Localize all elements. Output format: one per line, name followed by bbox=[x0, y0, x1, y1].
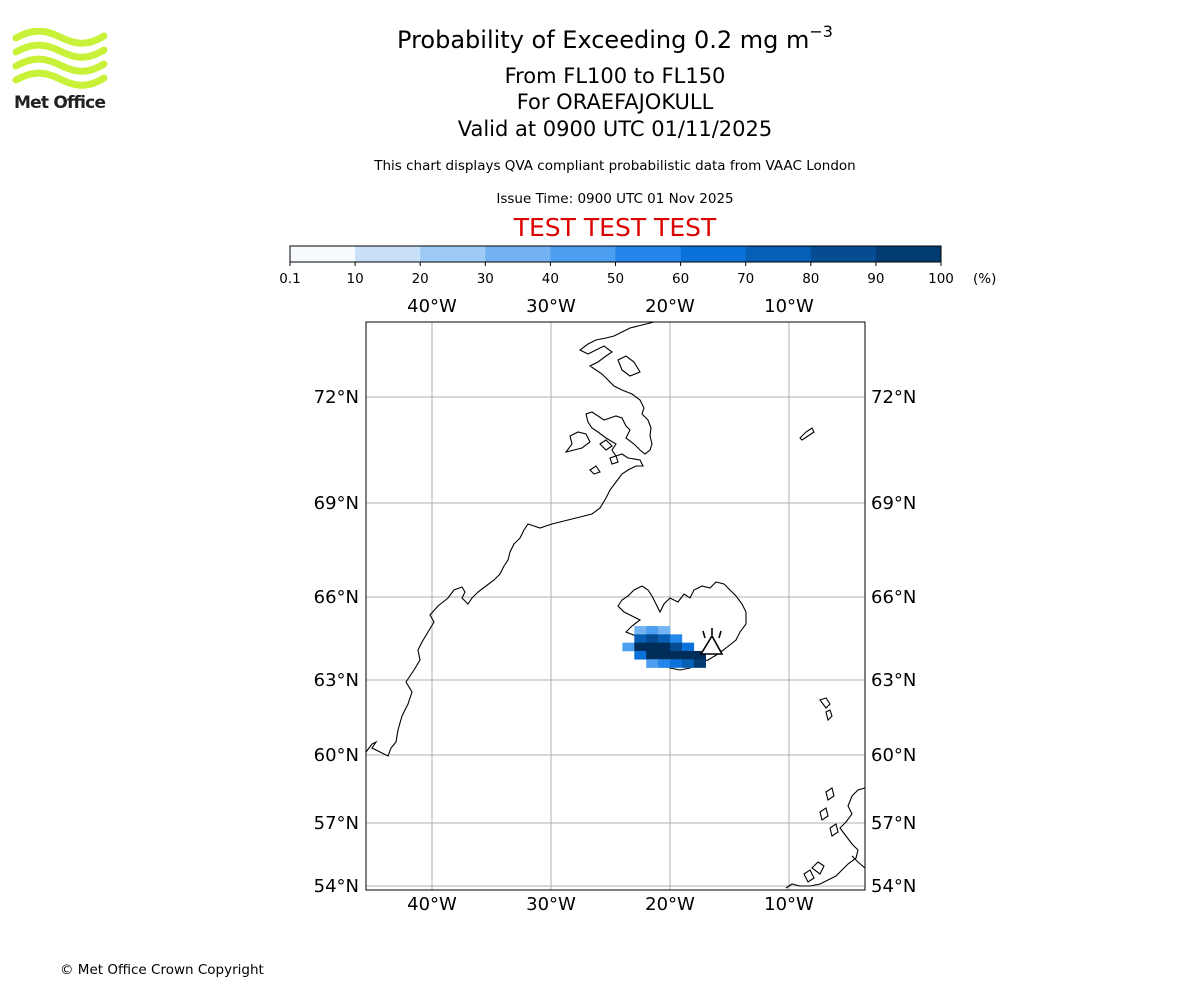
latitude-label-left: 63°N bbox=[314, 670, 359, 691]
colorbar: 0.1 10 20 30 40 50 60 70 80 90 100 (%) bbox=[279, 245, 996, 287]
plume-cell bbox=[693, 650, 706, 660]
colorbar-tick-label: 10 bbox=[347, 271, 364, 287]
latitude-label-right: 60°N bbox=[871, 745, 916, 766]
test-banner: TEST TEST TEST bbox=[513, 213, 717, 242]
longitude-label-bottom: 40°W bbox=[407, 894, 457, 915]
plume-cell bbox=[646, 634, 659, 643]
longitude-label-bottom: 20°W bbox=[645, 894, 695, 915]
longitude-label-bottom: 30°W bbox=[526, 894, 576, 915]
plume-cell bbox=[634, 642, 647, 652]
met-office-logo: Met Office bbox=[12, 28, 108, 113]
coastlines bbox=[365, 321, 866, 889]
plume-cell bbox=[681, 642, 695, 652]
plume-cell bbox=[670, 650, 683, 660]
latitude-label-left: 66°N bbox=[314, 587, 359, 608]
latitude-label-right: 72°N bbox=[871, 387, 916, 408]
plume-cell bbox=[670, 634, 683, 643]
colorbar-tick-label: 80 bbox=[802, 271, 819, 287]
volcano-icon bbox=[699, 628, 724, 655]
faroe-coast bbox=[819, 697, 833, 722]
latitude-label-left: 57°N bbox=[314, 813, 359, 834]
colorbar-tick-label: 20 bbox=[412, 271, 429, 287]
colorbar-segment bbox=[485, 246, 551, 262]
latitude-label-left: 69°N bbox=[314, 493, 359, 514]
longitude-label-top: 40°W bbox=[407, 296, 457, 317]
met-office-wave-icon bbox=[12, 28, 108, 89]
colorbar-segment bbox=[420, 246, 486, 262]
latitude-label-right: 54°N bbox=[871, 876, 916, 897]
volcano-name: For ORAEFAJOKULL bbox=[516, 90, 714, 114]
latitude-label-left: 54°N bbox=[314, 876, 359, 897]
colorbar-unit: (%) bbox=[973, 271, 996, 287]
colorbar-segment bbox=[745, 246, 812, 262]
plume-cell bbox=[670, 659, 683, 668]
plume-cell bbox=[622, 642, 635, 652]
plume-cell bbox=[646, 626, 659, 635]
colorbar-tick-label: 40 bbox=[542, 271, 559, 287]
plume-cell bbox=[693, 659, 706, 668]
latitude-label-right: 66°N bbox=[871, 587, 916, 608]
colorbar-tick-label: 50 bbox=[607, 271, 624, 287]
title-exponent: −3 bbox=[809, 22, 833, 41]
longitude-label-bottom: 10°W bbox=[764, 894, 814, 915]
colorbar-tick-label: 90 bbox=[867, 271, 884, 287]
plume-cell bbox=[634, 650, 647, 660]
colorbar-tick-label: 70 bbox=[737, 271, 754, 287]
map-frame bbox=[365, 321, 866, 891]
issue-time: Issue Time: 0900 UTC 01 Nov 2025 bbox=[496, 191, 734, 207]
plume-cell bbox=[634, 626, 647, 635]
colorbar-tick-label: 60 bbox=[672, 271, 689, 287]
colorbar-segment bbox=[875, 246, 942, 262]
plume-cell bbox=[634, 634, 647, 643]
colorbar-tick-label: 30 bbox=[477, 271, 494, 287]
latitude-label-right: 57°N bbox=[871, 813, 916, 834]
ash-probability-plume bbox=[622, 626, 706, 668]
iceland-coast bbox=[617, 581, 747, 671]
chart-description: This chart displays QVA compliant probab… bbox=[374, 158, 856, 174]
colorbar-segment bbox=[615, 246, 682, 262]
latitude-label-right: 69°N bbox=[871, 493, 916, 514]
colorbar-segment bbox=[810, 246, 877, 262]
latitude-label-left: 60°N bbox=[314, 745, 359, 766]
colorbar-segment bbox=[355, 246, 421, 262]
chart-title: Probability of Exceeding 0.2 mg m−3 bbox=[397, 22, 833, 54]
plume-cell bbox=[658, 626, 671, 635]
latitude-label-left: 72°N bbox=[314, 387, 359, 408]
colorbar-segment bbox=[290, 246, 356, 262]
plume-cell bbox=[646, 659, 659, 668]
longitude-label-top: 20°W bbox=[645, 296, 695, 317]
colorbar-segment bbox=[550, 246, 616, 262]
plume-cell bbox=[681, 659, 695, 668]
flight-level-range: From FL100 to FL150 bbox=[504, 64, 726, 88]
longitude-label-top: 30°W bbox=[526, 296, 576, 317]
longitude-label-top: 10°W bbox=[764, 296, 814, 317]
plume-cell bbox=[681, 650, 695, 660]
plume-cell bbox=[646, 642, 659, 652]
jan-mayen-coast bbox=[799, 427, 815, 441]
valid-time: Valid at 0900 UTC 01/11/2025 bbox=[457, 117, 773, 141]
colorbar-tick-label: 100 bbox=[928, 271, 954, 287]
plume-cell bbox=[670, 642, 683, 652]
colorbar-segment bbox=[680, 246, 747, 262]
greenland-coast bbox=[365, 321, 663, 757]
scotland-coast bbox=[785, 787, 866, 889]
plume-cell bbox=[658, 634, 671, 643]
latitude-label-right: 63°N bbox=[871, 670, 916, 691]
logo-text: Met Office bbox=[14, 93, 106, 113]
plume-cell bbox=[658, 659, 671, 668]
copyright-notice: © Met Office Crown Copyright bbox=[60, 962, 264, 978]
plume-cell bbox=[658, 650, 671, 660]
colorbar-tick-label: 0.1 bbox=[279, 271, 300, 287]
plume-cell bbox=[646, 650, 659, 660]
plume-cell bbox=[658, 642, 671, 652]
